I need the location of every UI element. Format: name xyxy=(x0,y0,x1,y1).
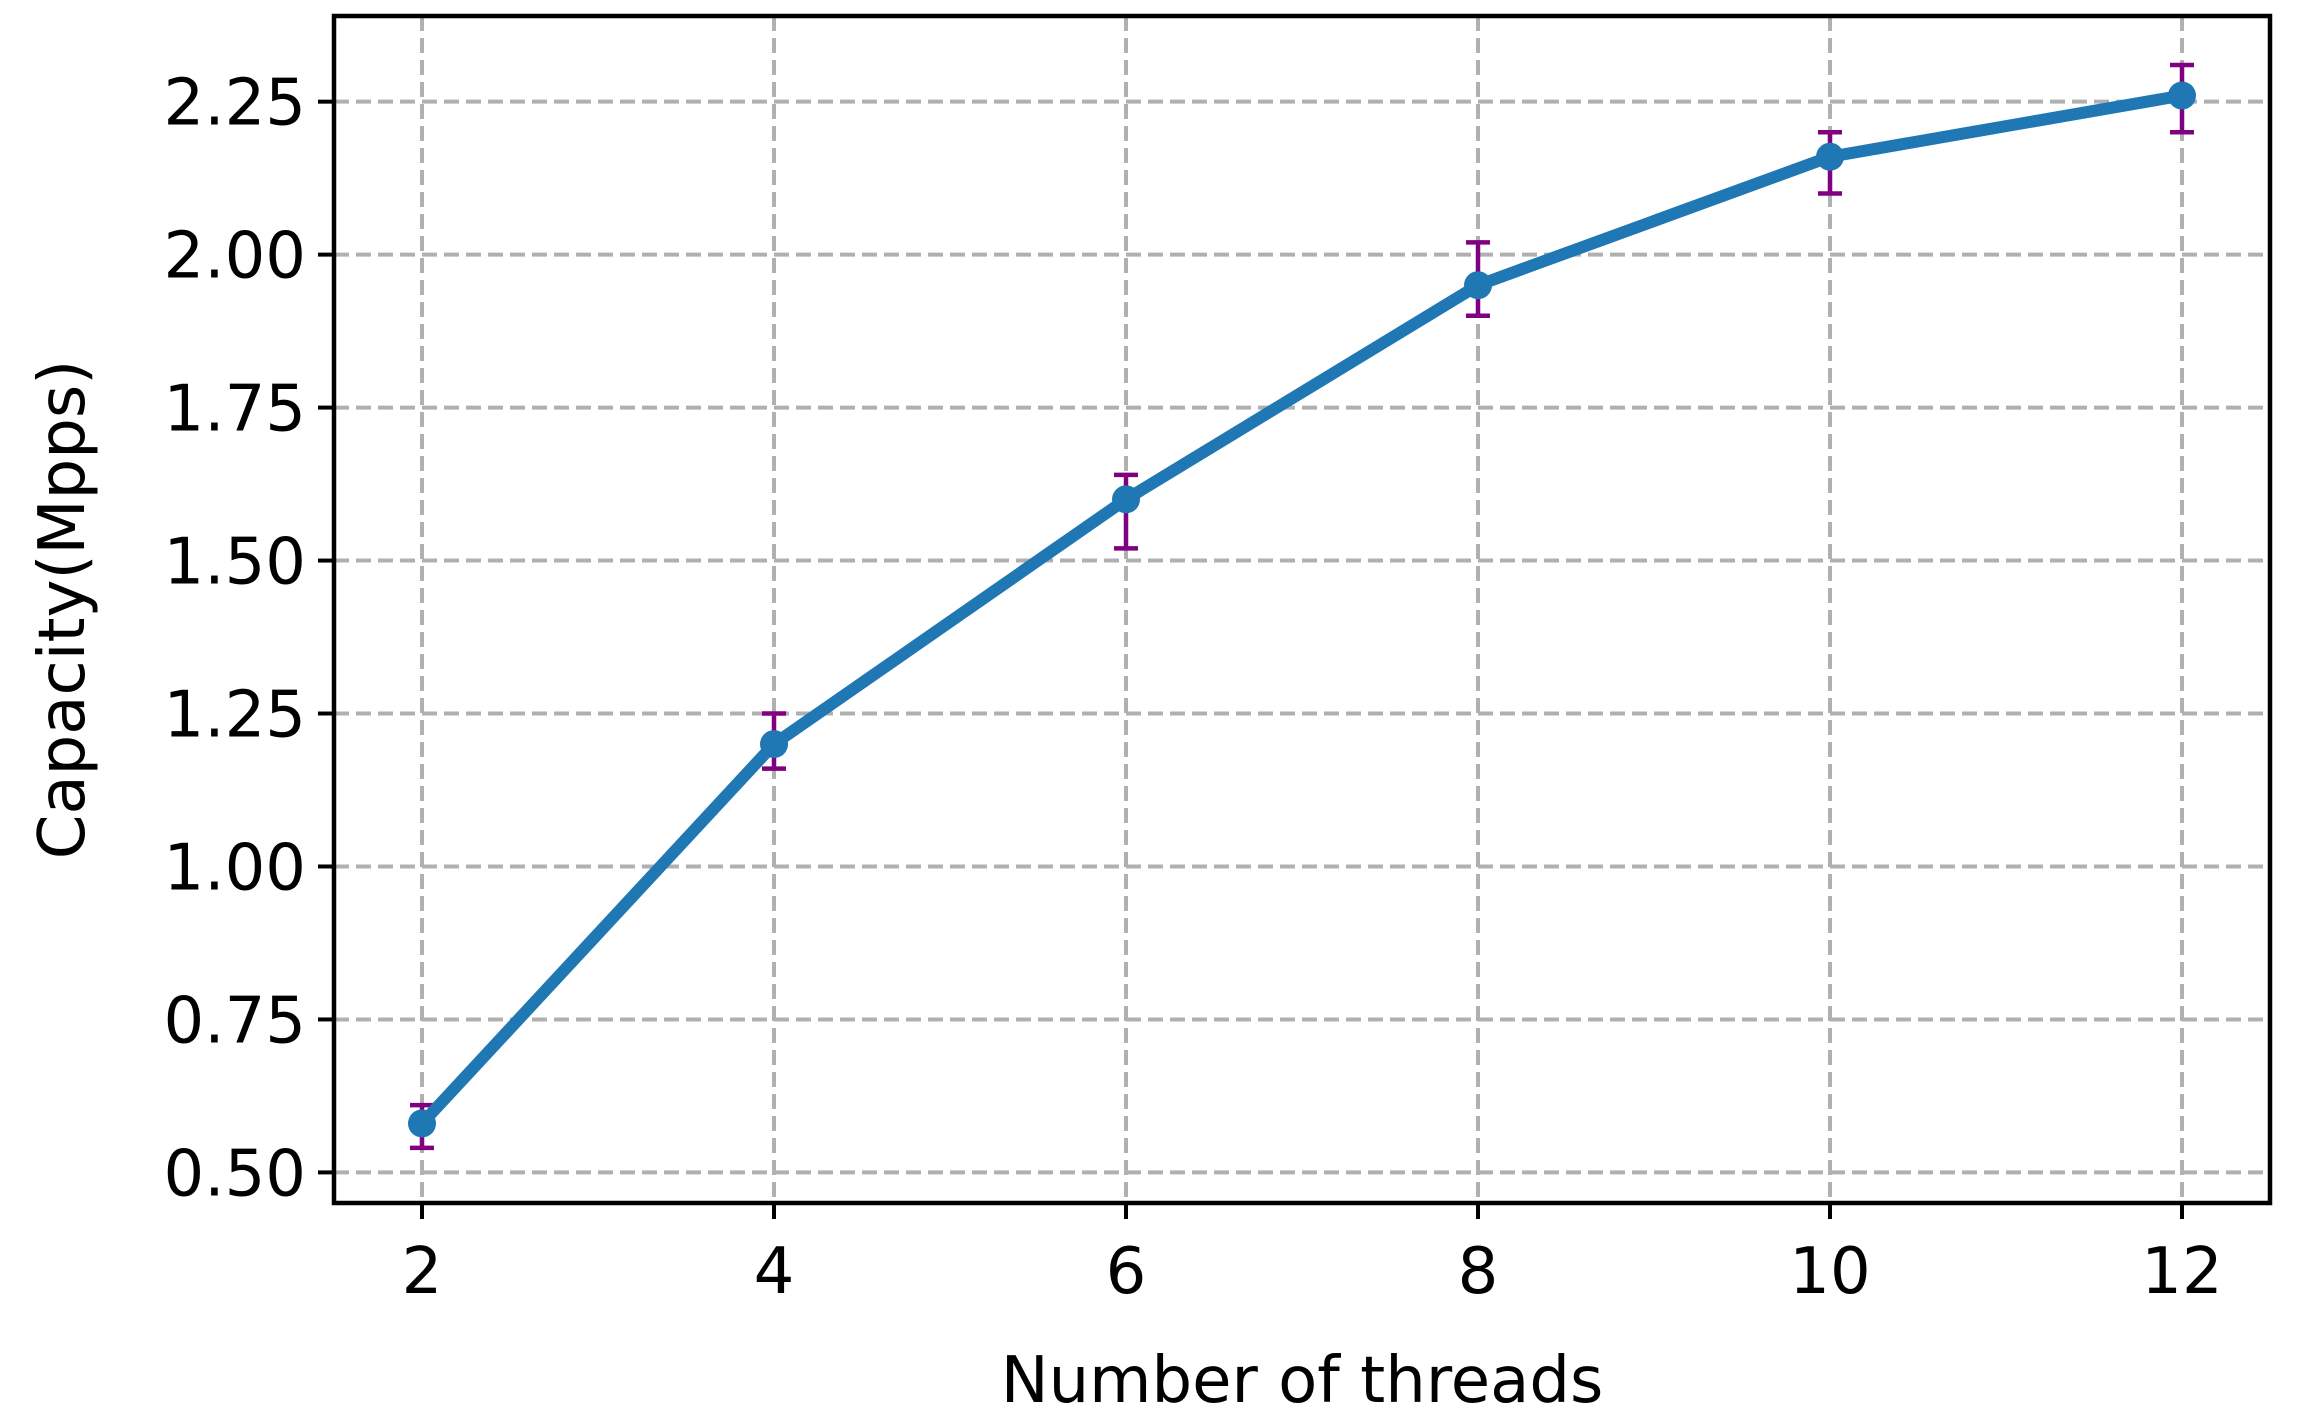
y-tick-label: 1.00 xyxy=(164,831,307,905)
x-tick-label: 2 xyxy=(402,1235,443,1309)
y-tick-label: 2.00 xyxy=(164,220,307,294)
data-point xyxy=(1112,485,1140,514)
data-point xyxy=(1816,142,1844,171)
x-tick-label: 12 xyxy=(2141,1235,2222,1309)
y-axis-label: Capacity(Mpps) xyxy=(26,360,100,859)
y-tick-label: 1.25 xyxy=(164,679,307,753)
data-point xyxy=(408,1109,436,1138)
data-series xyxy=(408,62,2196,1151)
plot-frame xyxy=(331,13,2273,1206)
y-tick-label: 1.50 xyxy=(164,526,307,600)
axis-ticks: 2 4 6 8 10 12 0.50 0.75 1.00 1.25 1.50 1.75 2.00 2.25 xyxy=(164,67,2223,1309)
x-tick-label: 6 xyxy=(1106,1235,1147,1309)
y-tick-label: 1.75 xyxy=(164,373,307,447)
x-axis-label: Number of threads xyxy=(1001,1344,1604,1418)
x-tick-label: 4 xyxy=(754,1235,795,1309)
series-line xyxy=(416,89,2188,1130)
y-tick-label: 0.75 xyxy=(164,984,307,1058)
y-tick-label: 0.50 xyxy=(164,1137,307,1211)
data-point xyxy=(1464,271,1492,300)
data-point xyxy=(760,730,788,759)
x-tick-label: 10 xyxy=(1789,1235,1870,1309)
y-tick-label: 2.25 xyxy=(164,67,307,141)
data-point xyxy=(2168,81,2196,110)
x-tick-label: 8 xyxy=(1458,1235,1499,1309)
